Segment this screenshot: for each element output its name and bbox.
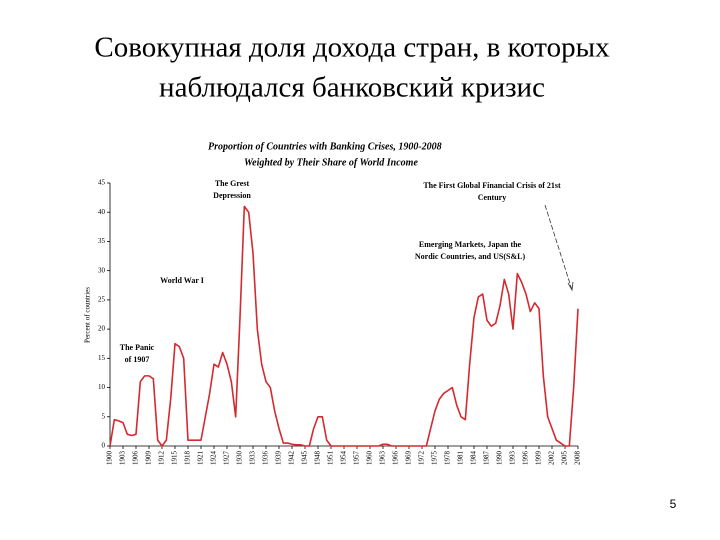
arrow bbox=[544, 204, 573, 291]
x-tick-label: 1933 bbox=[249, 451, 257, 466]
x-tick-label: 1993 bbox=[509, 451, 517, 466]
x-tick-label: 1996 bbox=[522, 451, 530, 466]
x-tick-label: 1954 bbox=[340, 451, 348, 466]
x-tick-label: 1969 bbox=[405, 451, 413, 466]
x-tick-label: 1927 bbox=[223, 451, 231, 466]
chart-subtitle: Weighted by Their Share of World Income bbox=[244, 157, 418, 168]
x-tick-label: 1990 bbox=[496, 451, 504, 466]
x-tick-label: 1948 bbox=[314, 451, 322, 466]
x-tick-label: 2005 bbox=[561, 451, 569, 466]
x-tick-label: 1975 bbox=[431, 451, 439, 466]
x-tick-label: 1939 bbox=[275, 451, 283, 466]
y-tick-label: 45 bbox=[98, 179, 106, 187]
x-tick-label: 1960 bbox=[366, 451, 374, 466]
x-tick-label: 2002 bbox=[548, 451, 556, 466]
x-tick-label: 1999 bbox=[535, 451, 543, 466]
annotation: The Panic bbox=[120, 343, 155, 352]
y-axis-label: Percent of countries bbox=[84, 287, 92, 343]
page-number: 5 bbox=[670, 497, 677, 511]
arrow-head bbox=[567, 281, 574, 292]
annotation: The Grest bbox=[215, 179, 250, 188]
x-tick-label: 1951 bbox=[327, 451, 335, 466]
x-tick-label: 1915 bbox=[171, 451, 179, 466]
y-tick-label: 0 bbox=[102, 442, 106, 450]
annotation: Nordic Countries, and US(S&L) bbox=[415, 252, 526, 261]
x-tick-label: 1972 bbox=[418, 451, 426, 466]
annotation: Depression bbox=[213, 191, 251, 200]
chart-title: Proportion of Countries with Banking Cri… bbox=[208, 141, 442, 152]
x-tick-label: 1966 bbox=[392, 451, 400, 466]
x-tick-label: 1900 bbox=[106, 451, 114, 466]
slide-title: Совокупная доля дохода стран, в которых bbox=[94, 32, 610, 64]
y-tick-label: 25 bbox=[98, 295, 106, 303]
x-tick-label: 1903 bbox=[119, 451, 127, 466]
annotation: Century bbox=[478, 193, 506, 202]
x-tick-label: 1987 bbox=[483, 451, 491, 466]
x-tick-label: 1909 bbox=[145, 451, 153, 466]
y-tick-label: 10 bbox=[98, 383, 106, 391]
y-tick-label: 15 bbox=[98, 354, 106, 362]
y-tick-label: 40 bbox=[98, 208, 106, 216]
x-tick-label: 1912 bbox=[158, 451, 166, 466]
slide-title: наблюдался банковский кризис bbox=[159, 72, 545, 104]
x-tick-label: 1981 bbox=[457, 451, 465, 466]
x-tick-label: 1906 bbox=[132, 451, 140, 466]
x-tick-label: 1921 bbox=[197, 451, 205, 466]
annotation: The First Global Financial Crisis of 21s… bbox=[423, 181, 561, 190]
annotation: World War I bbox=[160, 276, 204, 285]
x-tick-label: 1984 bbox=[470, 451, 478, 466]
x-tick-label: 1957 bbox=[353, 451, 361, 466]
x-tick-label: 1942 bbox=[288, 451, 296, 466]
x-tick-label: 1945 bbox=[301, 451, 309, 466]
annotation: of 1907 bbox=[125, 355, 150, 364]
x-tick-label: 1930 bbox=[236, 451, 244, 466]
data-line bbox=[109, 205, 579, 447]
y-tick-label: 30 bbox=[98, 266, 106, 274]
x-tick-label: 1918 bbox=[184, 451, 192, 466]
x-tick-label: 2008 bbox=[574, 451, 582, 466]
x-tick-label: 1978 bbox=[444, 451, 452, 466]
x-tick-label: 1963 bbox=[379, 451, 387, 466]
x-tick-label: 1936 bbox=[262, 451, 270, 466]
y-tick-label: 5 bbox=[102, 412, 106, 420]
annotation: Emerging Markets, Japan the bbox=[419, 240, 522, 249]
y-tick-label: 20 bbox=[98, 325, 106, 333]
x-tick-label: 1924 bbox=[210, 451, 218, 466]
y-tick-label: 35 bbox=[98, 237, 106, 245]
